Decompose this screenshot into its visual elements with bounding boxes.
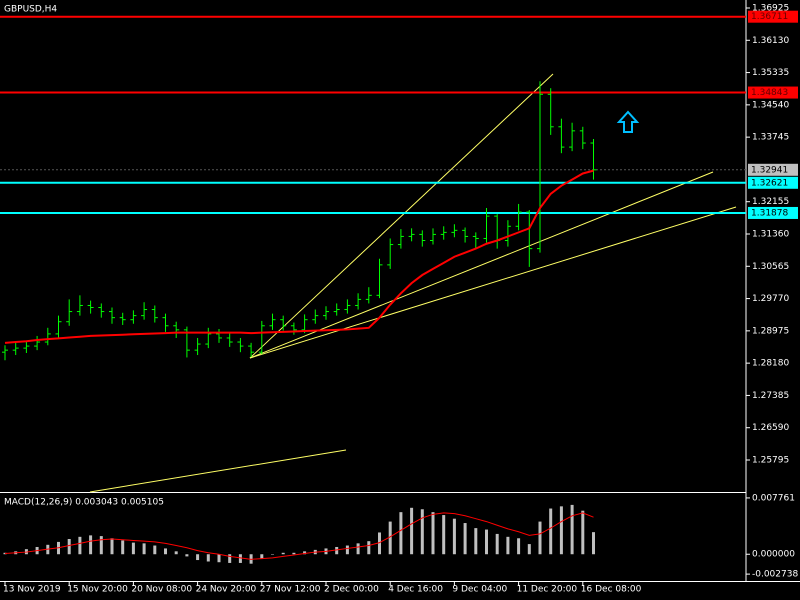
arrow-icon <box>616 110 640 133</box>
macd-histogram-bar <box>206 554 210 562</box>
macd-histogram-bar <box>506 536 510 555</box>
macd-histogram-bar <box>474 528 478 555</box>
y-tick-label: -0.002738 <box>752 570 798 580</box>
level-line-label: 1.31878 <box>751 208 788 218</box>
macd-histogram-bar <box>538 521 542 555</box>
trendlines <box>89 73 737 493</box>
y-tick-label: 0.000000 <box>752 550 795 560</box>
macd-histogram-bar <box>581 510 585 555</box>
y-tick-label: 1.27385 <box>752 391 789 401</box>
y-tick-label: 1.33745 <box>752 133 789 143</box>
level-line-label: 1.34843 <box>751 88 788 98</box>
macd-histogram-bar <box>238 554 242 563</box>
macd-histogram-bar <box>303 551 307 555</box>
macd-histogram-bar <box>153 545 157 555</box>
current-price-label: 1.32941 <box>751 165 788 175</box>
macd-histogram-bar <box>281 552 285 555</box>
trendline <box>249 206 737 359</box>
macd-histogram-bar <box>463 523 467 555</box>
macd-histogram-bar <box>131 542 135 555</box>
macd-histogram-bar <box>431 512 435 555</box>
current-price-box <box>748 163 798 176</box>
y-tick-label: 1.26590 <box>752 423 789 433</box>
x-tick-label: 9 Dec 04:00 <box>452 585 507 595</box>
macd-histogram-bar <box>570 504 574 555</box>
macd-histogram-bar <box>228 554 232 563</box>
level-line-label-box <box>748 176 798 189</box>
level-line-label-box <box>748 206 798 219</box>
y-tick-label: 1.29770 <box>752 294 789 304</box>
macd-histogram-bar <box>121 540 125 555</box>
macd-signal-line <box>4 512 594 560</box>
macd-histogram-bar <box>559 506 563 555</box>
macd-histogram-bar <box>142 543 146 555</box>
macd-histogram-bar <box>356 543 360 555</box>
macd-histogram-bar <box>174 551 178 555</box>
macd-histogram-bar <box>495 533 499 555</box>
y-tick-label: 1.28180 <box>752 359 789 369</box>
y-tick-label: 1.25795 <box>752 455 789 465</box>
macd-histogram-bar <box>367 541 371 555</box>
y-tick-label: 1.30565 <box>752 262 789 272</box>
macd-histogram-bar <box>420 509 424 555</box>
x-tick-label: 24 Nov 20:00 <box>196 585 257 595</box>
macd-histogram-bar <box>292 552 296 555</box>
y-tick-label: 1.28975 <box>752 326 789 336</box>
y-tick-label: 1.34540 <box>752 100 789 110</box>
level-line-label-box <box>748 10 798 23</box>
symbol-title: GBPUSD,H4 <box>4 5 57 15</box>
macd-histogram-bar <box>67 539 71 555</box>
x-tick-label: 2 Dec 00:00 <box>324 585 379 595</box>
macd-histogram-bar <box>388 521 392 555</box>
x-tick-label: 16 Dec 08:00 <box>581 585 642 595</box>
y-tick-label: 1.36130 <box>752 36 789 46</box>
macd-histogram-bar <box>89 535 93 555</box>
macd-histogram-bar <box>485 529 488 555</box>
level-line-label: 1.32621 <box>751 178 788 188</box>
macd-histogram-bar <box>78 536 82 555</box>
x-tick-label: 20 Nov 08:00 <box>131 585 192 595</box>
y-tick-label: 1.35335 <box>752 68 789 78</box>
macd-histogram-bar <box>217 554 221 563</box>
macd-histogram-bar <box>99 536 103 555</box>
y-tick-label: 1.31360 <box>752 229 789 239</box>
level-line-label: 1.36711 <box>751 12 788 22</box>
y-tick-label: 0.007761 <box>752 493 795 503</box>
macd-histogram-bar <box>378 532 381 555</box>
x-tick-label: 27 Nov 12:00 <box>260 585 321 595</box>
macd-histogram-bar <box>345 545 349 555</box>
trendline <box>89 449 347 493</box>
macd-histogram-bar <box>442 515 446 555</box>
macd-title: MACD(12,26,9) 0.003043 0.005105 <box>4 498 164 508</box>
macd-histogram-bar <box>271 554 274 555</box>
moving-average <box>4 169 594 344</box>
macd-histogram-bar <box>549 508 553 555</box>
y-tick-label: 1.32155 <box>752 197 789 207</box>
level-line-label-box <box>748 86 798 99</box>
trendline <box>249 171 714 359</box>
x-tick-label: 11 Dec 20:00 <box>517 585 578 595</box>
macd-histogram-bar <box>196 554 200 561</box>
macd-histogram-bar <box>399 512 403 555</box>
x-tick-label: 15 Nov 20:00 <box>67 585 128 595</box>
macd-histogram-bar <box>527 544 531 555</box>
macd-histogram-bar <box>452 518 456 555</box>
trendline <box>249 73 554 359</box>
macd-histogram-bar <box>185 554 189 557</box>
macd-histogram-bar <box>410 507 414 555</box>
macd-histogram-bar <box>335 546 339 555</box>
macd-histogram-bar <box>110 538 114 555</box>
macd-histogram-bar <box>164 548 167 555</box>
macd-histogram-bar <box>260 554 264 559</box>
x-tick-label: 4 Dec 16:00 <box>388 585 443 595</box>
y-tick-label: 1.36925 <box>752 4 789 14</box>
macd-histogram-bar <box>592 532 595 555</box>
macd-histogram-bar <box>517 538 521 555</box>
x-tick-label: 13 Nov 2019 <box>3 585 61 595</box>
